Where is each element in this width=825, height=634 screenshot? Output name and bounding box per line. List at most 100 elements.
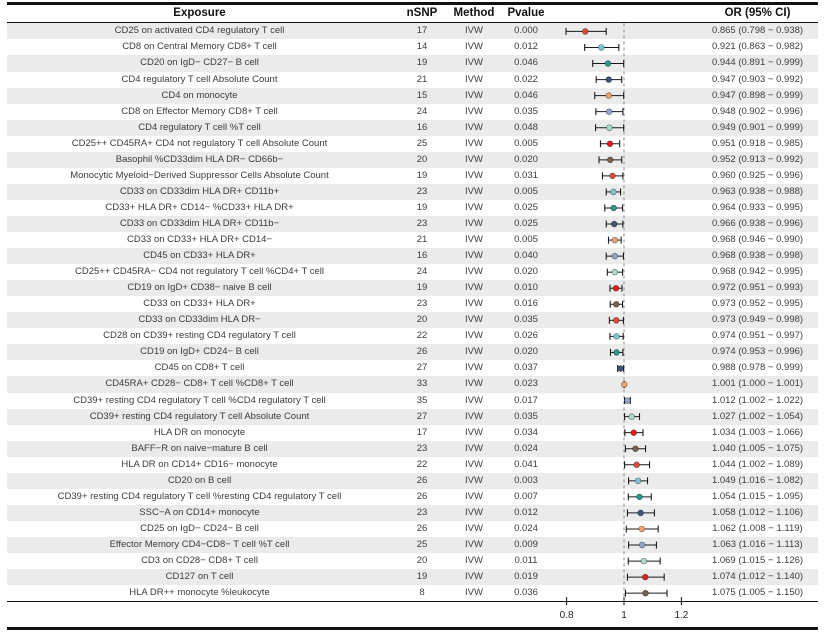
nsnp-cell: 19 xyxy=(416,282,428,294)
method-cell: IVW xyxy=(465,394,483,406)
or-ci-cell: 0.952 (0.913 − 0.992) xyxy=(711,153,804,165)
exposure-cell: CD19 on IgD+ CD38− naive B cell xyxy=(127,282,272,294)
pvalue-cell: 0.023 xyxy=(514,378,538,390)
method-cell: IVW xyxy=(465,73,483,85)
table-row: CD4 on monocyte 15 IVW 0.046 0.947 (0.89… xyxy=(7,87,818,104)
column-header-pvalue: Pvalue xyxy=(507,7,545,19)
or-ci-cell: 1.074 (1.012 − 1.140) xyxy=(711,571,804,583)
pvalue-cell: 0.010 xyxy=(514,282,538,294)
method-cell: IVW xyxy=(465,169,483,181)
pvalue-cell: 0.022 xyxy=(514,73,538,85)
method-cell: IVW xyxy=(465,250,483,262)
method-cell: IVW xyxy=(465,538,483,550)
or-ci-cell: 0.963 (0.938 − 0.988) xyxy=(711,185,804,197)
method-cell: IVW xyxy=(465,571,483,583)
pvalue-cell: 0.009 xyxy=(514,538,538,550)
nsnp-cell: 27 xyxy=(416,410,428,422)
exposure-cell: CD127 on T cell xyxy=(165,571,234,583)
nsnp-cell: 23 xyxy=(416,506,428,518)
nsnp-cell: 25 xyxy=(416,137,428,149)
method-cell: IVW xyxy=(465,234,483,246)
plot-cell xyxy=(556,23,697,39)
table-row: CD33 on CD33dim HLA DR− 20 IVW 0.035 0.9… xyxy=(7,312,818,329)
table-row: CD20 on IgD− CD27− B cell 19 IVW 0.046 0… xyxy=(7,55,818,72)
or-ci-cell: 0.968 (0.942 − 0.995) xyxy=(711,266,804,278)
or-ci-cell: 0.948 (0.902 − 0.996) xyxy=(711,105,804,117)
axis-tick-label: 1.2 xyxy=(674,610,688,621)
method-cell: IVW xyxy=(465,185,483,197)
plot-cell xyxy=(556,473,697,489)
plot-cell xyxy=(556,296,697,312)
nsnp-cell: 23 xyxy=(416,442,428,454)
or-ci-cell: 0.947 (0.903 − 0.992) xyxy=(711,73,804,85)
pvalue-cell: 0.025 xyxy=(514,201,538,213)
exposure-cell: CD39+ resting CD4 regulatory T cell %CD4… xyxy=(73,394,326,406)
plot-cell xyxy=(556,200,697,216)
or-ci-cell: 0.973 (0.952 − 0.995) xyxy=(711,298,804,310)
nsnp-cell: 22 xyxy=(416,458,428,470)
nsnp-cell: 16 xyxy=(416,250,428,262)
table-row: CD28 on CD39+ resting CD4 regulatory T c… xyxy=(7,328,818,344)
nsnp-cell: 24 xyxy=(416,266,428,278)
exposure-cell: CD4 on monocyte xyxy=(161,89,238,101)
or-ci-cell: 0.974 (0.953 − 0.996) xyxy=(711,346,804,358)
table-row: CD19 on IgD+ CD24− B cell 26 IVW 0.020 0… xyxy=(7,344,818,361)
table-row: CD4 regulatory T cell %T cell 16 IVW 0.0… xyxy=(7,119,818,136)
pvalue-cell: 0.005 xyxy=(514,137,538,149)
exposure-cell: CD39+ resting CD4 regulatory T cell Abso… xyxy=(89,410,310,422)
bottom-rule xyxy=(7,627,818,630)
plot-cell xyxy=(556,328,697,344)
plot-cell xyxy=(556,216,697,232)
plot-cell xyxy=(556,457,697,473)
exposure-cell: CD33 on CD33dim HLA DR+ CD11b+ xyxy=(119,185,280,197)
method-cell: IVW xyxy=(465,426,483,438)
nsnp-cell: 26 xyxy=(416,490,428,502)
plot-cell xyxy=(556,537,697,553)
pvalue-cell: 0.024 xyxy=(514,442,538,454)
method-cell: IVW xyxy=(465,490,483,502)
nsnp-cell: 19 xyxy=(416,571,428,583)
exposure-cell: CD25 on activated CD4 regulatory T cell xyxy=(114,25,285,37)
table-row: CD25 on IgD− CD24− B cell 26 IVW 0.024 1… xyxy=(7,521,818,537)
exposure-cell: BAFF−R on naive−mature B cell xyxy=(131,442,268,454)
exposure-cell: CD33+ HLA DR+ CD14− %CD33+ HLA DR+ xyxy=(105,201,294,213)
exposure-cell: CD19 on IgD+ CD24− B cell xyxy=(140,346,259,358)
method-cell: IVW xyxy=(465,378,483,390)
table-row: BAFF−R on naive−mature B cell 23 IVW 0.0… xyxy=(7,440,818,457)
pvalue-cell: 0.000 xyxy=(514,25,538,37)
nsnp-cell: 25 xyxy=(416,538,428,550)
pvalue-cell: 0.037 xyxy=(514,362,538,374)
nsnp-cell: 15 xyxy=(416,89,428,101)
plot-cell xyxy=(556,344,697,360)
method-cell: IVW xyxy=(465,41,483,53)
plot-cell xyxy=(556,88,697,104)
header-rule xyxy=(7,21,818,24)
pvalue-cell: 0.035 xyxy=(514,105,538,117)
plot-cell xyxy=(556,312,697,328)
nsnp-cell: 35 xyxy=(416,394,428,406)
pvalue-cell: 0.035 xyxy=(514,410,538,422)
plot-cell xyxy=(556,55,697,71)
table-row: CD8 on Central Memory CD8+ T cell 14 IVW… xyxy=(7,39,818,55)
nsnp-cell: 23 xyxy=(416,185,428,197)
exposure-cell: CD4 regulatory T cell %T cell xyxy=(138,121,261,133)
nsnp-cell: 16 xyxy=(416,121,428,133)
exposure-cell: CD25++ CD45RA− CD4 not regulatory T cell… xyxy=(74,266,325,278)
exposure-cell: CD4 regulatory T cell Absolute Count xyxy=(121,73,278,85)
or-ci-cell: 0.964 (0.933 − 0.995) xyxy=(711,201,804,213)
exposure-cell: CD8 on Effector Memory CD8+ T cell xyxy=(121,105,278,117)
or-ci-cell: 0.960 (0.925 − 0.996) xyxy=(711,169,804,181)
method-cell: IVW xyxy=(465,89,483,101)
or-ci-cell: 1.040 (1.005 − 1.075) xyxy=(711,442,804,454)
pvalue-cell: 0.007 xyxy=(514,490,538,502)
exposure-cell: CD25++ CD45RA+ CD4 not regulatory T cell… xyxy=(71,137,328,149)
plot-cell xyxy=(556,393,697,409)
plot-cell xyxy=(556,425,697,441)
plot-cell xyxy=(556,441,697,457)
plot-cell xyxy=(556,505,697,521)
plot-cell xyxy=(556,280,697,296)
table-row: CD127 on T cell 19 IVW 0.019 1.074 (1.01… xyxy=(7,569,818,586)
table-row: CD33 on CD33dim HLA DR+ CD11b+ 23 IVW 0.… xyxy=(7,183,818,200)
plot-cell xyxy=(556,409,697,425)
table-row: CD25++ CD45RA+ CD4 not regulatory T cell… xyxy=(7,136,818,152)
